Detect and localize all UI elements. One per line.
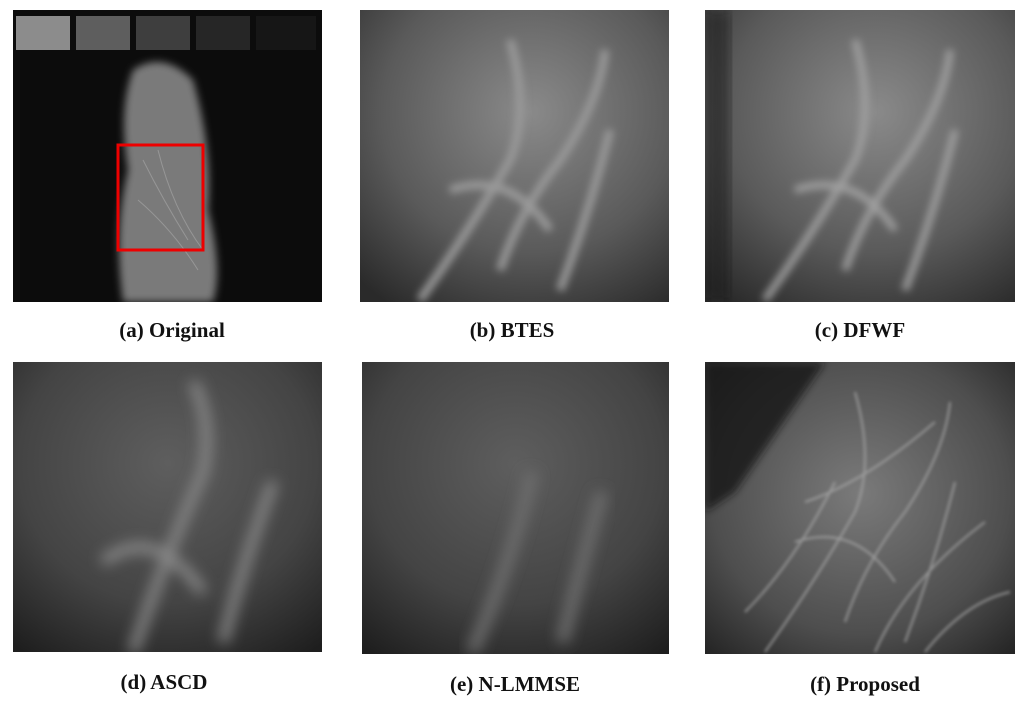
- image-proposed: [705, 362, 1015, 654]
- texture: [705, 362, 1015, 654]
- caption: (b) BTES: [469, 318, 555, 342]
- caption: (a) Original: [119, 318, 225, 342]
- texture: [362, 362, 669, 654]
- image-dfwf: [705, 10, 1015, 302]
- caption: (e) N-LMMSE: [449, 672, 581, 696]
- image-nlmmse: [362, 362, 669, 654]
- image-original: [13, 10, 322, 302]
- image-btes: [360, 10, 669, 302]
- original-scene: [16, 16, 316, 302]
- caption: (f) Proposed: [810, 672, 920, 696]
- texture: [360, 10, 669, 302]
- caption: (d) ASCD: [120, 670, 208, 694]
- image-ascd: [13, 362, 322, 652]
- caption: (c) DFWF: [814, 318, 906, 342]
- texture: [13, 362, 322, 652]
- texture: [705, 10, 1015, 302]
